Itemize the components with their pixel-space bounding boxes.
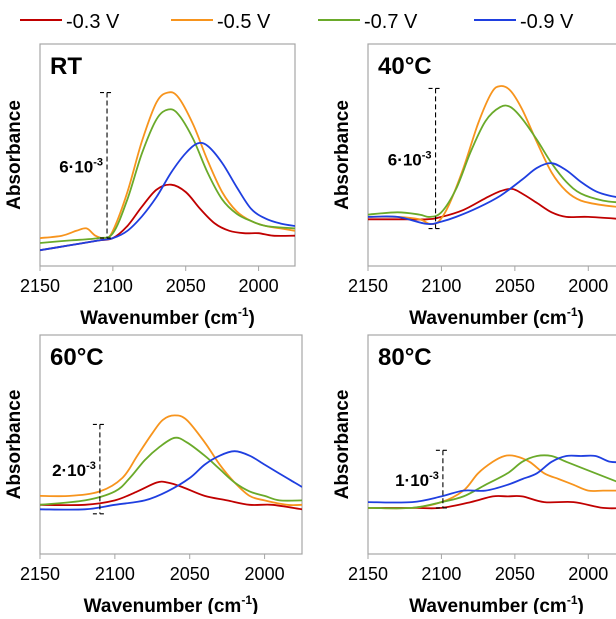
panel-title: 40°C — [378, 53, 432, 80]
x-tick-label: 2050 — [170, 564, 210, 584]
panel-title: RT — [50, 53, 82, 80]
panel-title: 80°C — [378, 344, 432, 371]
series-group — [40, 414, 302, 511]
chart-panel: 80°C Absorbance 2150 2100 2050 2000 Wavenumber… — [332, 334, 616, 617]
chart-panel: 60°C Absorbance 2150 2100 2050 2000 Wavenumber… — [4, 334, 303, 617]
series-line — [40, 436, 302, 506]
legend-item: -0.3 V — [20, 11, 120, 33]
y-axis-label: Absorbance — [4, 390, 25, 500]
x-tick-label: 2000 — [568, 564, 608, 584]
scale-bar: 1·10-3 — [395, 449, 450, 509]
series-group — [368, 85, 616, 226]
plot-frame — [39, 334, 303, 555]
chart-panel: RT Absorbance 2150 2100 2050 2000 Wavenumber (… — [4, 43, 296, 329]
legend-item: -0.5 V — [171, 11, 271, 33]
legend-item: -0.7 V — [318, 11, 418, 33]
chart-panel: 40°C Absorbance 2150 2100 2050 2000 Wavenumber… — [332, 43, 616, 329]
scale-bar: 2·10-3 — [52, 423, 107, 515]
x-tick-label: 2000 — [245, 564, 285, 584]
x-tick-label: 2100 — [421, 564, 461, 584]
x-tick-label: 2050 — [495, 564, 535, 584]
x-axis-label: Wavenumber (cm-1) — [84, 593, 259, 614]
plot-frame — [367, 43, 616, 267]
legend-label: -0.3 V — [66, 11, 120, 33]
series-line — [40, 414, 302, 507]
scale-bar: 6·10-3 — [388, 87, 443, 230]
series-line — [40, 450, 302, 511]
plot-frame — [39, 43, 296, 267]
x-axis-label: Wavenumber (cm-1) — [80, 305, 255, 329]
scale-bar-label: 1·10-3 — [395, 470, 439, 490]
x-tick-label: 2000 — [239, 276, 279, 296]
scale-bar-label: 2·10-3 — [52, 460, 96, 480]
x-tick-label: 2100 — [95, 564, 135, 584]
legend-label: -0.5 V — [217, 11, 271, 33]
scale-bar-label: 6·10-3 — [388, 150, 432, 170]
series-line — [368, 454, 616, 510]
x-axis-label: Wavenumber (cm-1) — [409, 305, 584, 329]
x-tick-label: 2150 — [20, 276, 60, 296]
x-tick-label: 2050 — [495, 276, 535, 296]
x-tick-label: 2150 — [348, 564, 388, 584]
y-axis-label: Absorbance — [332, 100, 353, 210]
series-line — [368, 187, 616, 221]
legend-label: -0.9 V — [520, 11, 574, 33]
series-line — [368, 454, 616, 510]
series-line — [368, 454, 616, 504]
series-line — [368, 104, 616, 218]
x-tick-label: 2150 — [20, 564, 60, 584]
plot-frame — [367, 334, 616, 555]
x-tick-label: 2050 — [166, 276, 206, 296]
series-line — [40, 141, 295, 252]
series-group — [368, 454, 616, 510]
y-axis-label: Absorbance — [332, 390, 353, 500]
scale-bar: 6·10-3 — [59, 91, 115, 239]
x-axis-label: Wavenumber (cm-1) — [409, 593, 584, 614]
series-line — [40, 480, 302, 511]
x-tick-label: 2100 — [421, 276, 461, 296]
x-tick-label: 2150 — [348, 276, 388, 296]
y-axis-label: Absorbance — [4, 100, 25, 210]
panels: RT Absorbance 2150 2100 2050 2000 Wavenumber (… — [4, 43, 616, 617]
x-tick-label: 2000 — [568, 276, 608, 296]
legend-item: -0.9 V — [474, 11, 574, 33]
x-tick-label: 2100 — [93, 276, 133, 296]
legend-label: -0.7 V — [364, 11, 418, 33]
series-line — [368, 495, 616, 510]
scale-bar-label: 6·10-3 — [59, 156, 103, 176]
series-line — [368, 162, 616, 225]
legend: -0.3 V -0.5 V -0.7 V -0.9 V — [20, 11, 574, 33]
panel-title: 60°C — [50, 344, 104, 371]
